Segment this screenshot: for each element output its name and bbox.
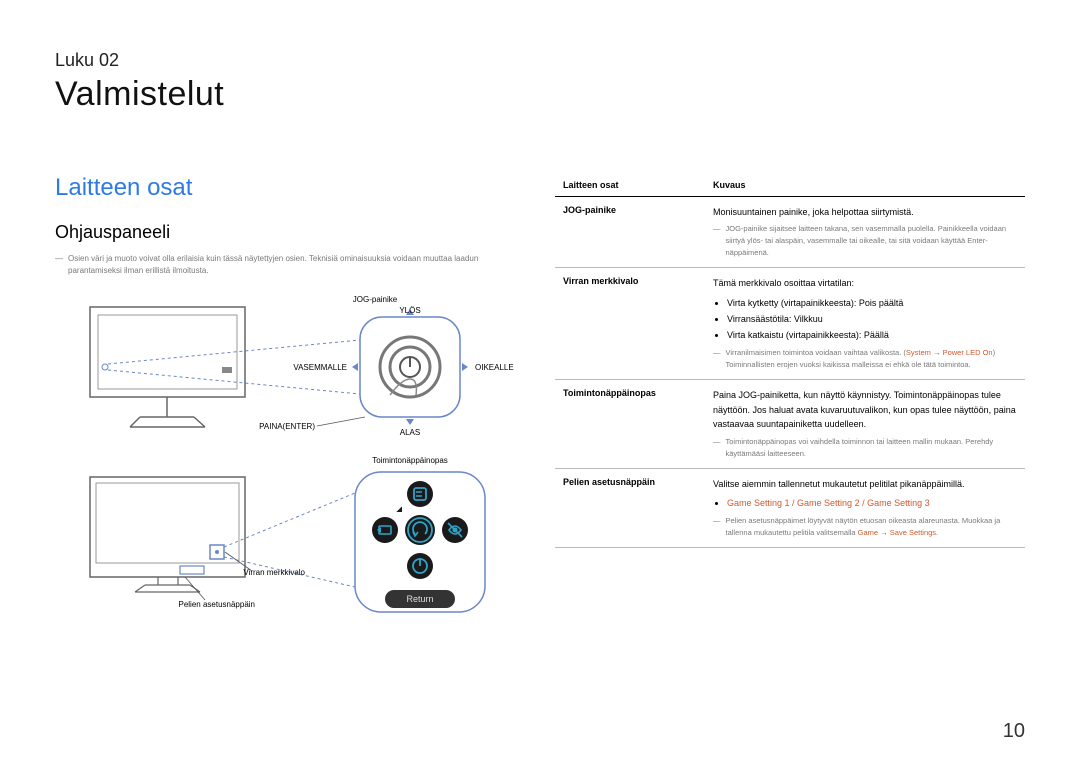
bullet: Game Setting 1 / Game Setting 2 / Game S… bbox=[727, 495, 1017, 511]
note-text: Osien väri ja muoto voivat olla erilaisi… bbox=[55, 253, 515, 277]
row-name: JOG-painike bbox=[555, 197, 705, 268]
monitor-back-icon bbox=[90, 307, 245, 397]
monitor-front-icon bbox=[90, 477, 245, 577]
row-note: Toimintonäppäinopas voi vaihdella toimin… bbox=[713, 436, 1017, 460]
page-number: 10 bbox=[1003, 720, 1025, 743]
row-name: Virran merkkivalo bbox=[555, 268, 705, 380]
table-row: Virran merkkivalo Tämä merkkivalo osoitt… bbox=[555, 268, 1025, 380]
table-row: Pelien asetusnäppäin Valitse aiemmin tal… bbox=[555, 468, 1025, 548]
return-label: Return bbox=[406, 594, 433, 604]
row-text: Tämä merkkivalo osoittaa virtatilan: bbox=[713, 276, 1017, 290]
left-column: Laitteen osat Ohjauspaneeli Osien väri j… bbox=[55, 174, 515, 637]
diagram: JOG-painike YLÖS VASEMMALLE OIKEALLE PAI… bbox=[55, 287, 515, 637]
table-row: JOG-painike Monisuuntainen painike, joka… bbox=[555, 197, 1025, 268]
jog-button-icon bbox=[352, 309, 468, 425]
label-game: Pelien asetusnäppäin bbox=[178, 600, 255, 609]
row-name: Toimintonäppäinopas bbox=[555, 380, 705, 468]
parts-table: Laitteen osat Kuvaus JOG-painike Monisuu… bbox=[555, 174, 1025, 548]
table-row: Toimintonäppäinopas Paina JOG-painiketta… bbox=[555, 380, 1025, 468]
label-up: YLÖS bbox=[399, 306, 420, 315]
label-left: VASEMMALLE bbox=[293, 363, 347, 372]
label-right: OIKEALLE bbox=[475, 363, 514, 372]
th-parts: Laitteen osat bbox=[555, 174, 705, 197]
row-note: Pelien asetusnäppäimet löytyvät näytön e… bbox=[713, 515, 1017, 539]
row-note: Virranilmaisimen toimintoa voidaan vaiht… bbox=[713, 347, 1017, 371]
bullet: Virta kytketty (virtapainikkeesta): Pois… bbox=[727, 295, 1017, 311]
row-name: Pelien asetusnäppäin bbox=[555, 468, 705, 548]
label-enter: PAINA(ENTER) bbox=[259, 422, 315, 431]
row-text: Valitse aiemmin tallennetut mukautetut p… bbox=[713, 477, 1017, 491]
section-heading: Laitteen osat bbox=[55, 174, 515, 202]
row-note: JOG-painike sijaitsee laitteen takana, s… bbox=[713, 223, 1017, 259]
label-jog: JOG-painike bbox=[353, 295, 398, 304]
subsection-heading: Ohjauspaneeli bbox=[55, 222, 515, 243]
bullet: Virta katkaistu (virtapainikkeesta): Pää… bbox=[727, 327, 1017, 343]
right-column: Laitteen osat Kuvaus JOG-painike Monisuu… bbox=[555, 174, 1025, 637]
row-text: Paina JOG-painiketta, kun näyttö käynnis… bbox=[713, 388, 1017, 431]
label-led: Virran merkkivalo bbox=[243, 568, 305, 577]
chapter-label: Luku 02 bbox=[55, 50, 1025, 71]
label-down: ALAS bbox=[400, 428, 420, 437]
osd-pad-icon: Return bbox=[355, 472, 485, 612]
row-text: Monisuuntainen painike, joka helpottaa s… bbox=[713, 205, 1017, 219]
label-guide: Toimintonäppäinopas bbox=[372, 456, 448, 465]
bullet: Virransäästötila: Vilkkuu bbox=[727, 311, 1017, 327]
page-title: Valmistelut bbox=[55, 75, 1025, 114]
page: Luku 02 Valmistelut Laitteen osat Ohjaus… bbox=[0, 0, 1080, 637]
th-desc: Kuvaus bbox=[705, 174, 1025, 197]
